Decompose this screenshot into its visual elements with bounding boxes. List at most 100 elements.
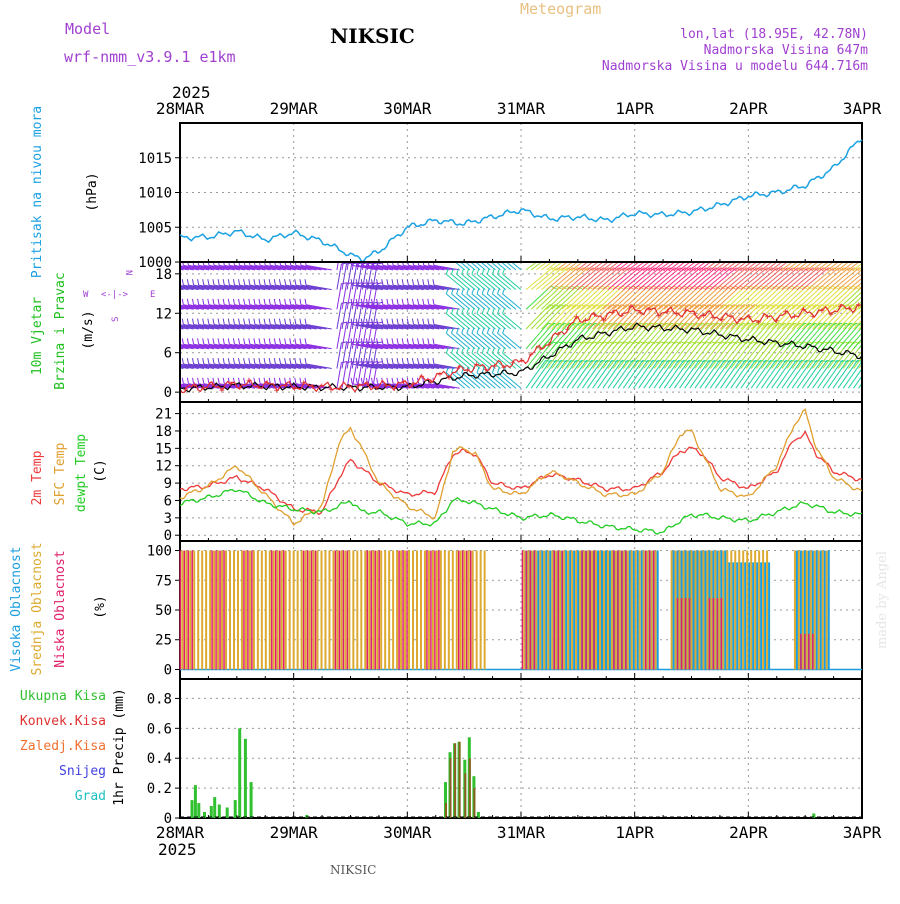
wind-barb — [280, 343, 307, 350]
compass-north: N — [123, 270, 133, 275]
wind-barb — [413, 383, 440, 389]
bottom-date-axis: 28MAR 29MAR 30MAR 31MAR 1APR 2APR 3APR — [156, 823, 882, 842]
wind-barb — [357, 304, 383, 310]
wind-barb — [270, 264, 296, 271]
wind-barb-flag — [232, 338, 235, 345]
wind-barb-flag — [391, 358, 394, 365]
wind-barb — [822, 262, 835, 271]
wind-barb-flag — [381, 318, 384, 325]
wind-barb-flag — [258, 338, 261, 345]
wind-barb-flag — [451, 347, 454, 354]
wind-barb-flag — [476, 327, 480, 334]
wind-barb — [285, 304, 312, 310]
wind-barb-flag — [284, 298, 287, 305]
wind-barb — [801, 360, 823, 389]
wind-barb — [466, 352, 486, 369]
wind-barb-flag — [481, 307, 485, 314]
wind-barb — [418, 343, 445, 350]
wind-barb-flag — [396, 358, 399, 365]
wind-barb-flag — [401, 358, 404, 365]
wind-barb-flag — [212, 279, 215, 286]
wind-barb-flag — [273, 298, 276, 305]
wind-barb-flag — [243, 338, 246, 345]
wind-barb — [571, 267, 599, 290]
wind-barb — [735, 262, 748, 271]
wind-barb — [229, 343, 256, 350]
wind-barb — [341, 263, 347, 290]
wind-barb — [408, 324, 435, 330]
wind-barb — [382, 304, 409, 310]
wind-barb — [265, 284, 291, 291]
wind-speed-line — [180, 322, 862, 393]
wind-barb — [653, 267, 681, 290]
wind-barb — [428, 264, 455, 271]
wind-barb-flag — [197, 377, 200, 384]
y-tick-label: 18 — [155, 267, 172, 283]
wind-barb — [362, 304, 389, 310]
wind-barb — [597, 360, 618, 389]
wind-barb — [254, 324, 281, 330]
wind-barb — [781, 267, 809, 290]
gust-marker: + — [556, 330, 562, 340]
gust-marker: + — [428, 377, 434, 387]
wind-barb-flag — [427, 298, 430, 305]
wind-barb — [413, 343, 440, 350]
gust-marker: + — [546, 340, 552, 350]
wind-barb-flag — [192, 377, 195, 384]
wind-barb — [497, 352, 517, 369]
wind-barb — [571, 304, 597, 330]
wind-barb — [679, 322, 703, 350]
wind-barb — [193, 343, 220, 350]
wind-barb-flag — [238, 298, 241, 305]
temp-label-1: 2m Temp — [30, 450, 45, 505]
wind-barb — [592, 360, 613, 389]
gust-marker: + — [356, 382, 362, 392]
wind-barb — [372, 363, 399, 369]
gust-marker: + — [465, 366, 471, 376]
wind-barb — [668, 360, 690, 389]
wind-barb — [180, 304, 204, 310]
wind-barb — [382, 324, 409, 330]
wind-barb-flag — [197, 279, 200, 286]
wind-barb-flag — [243, 298, 246, 305]
wind-barb — [497, 372, 517, 389]
wind-barb — [357, 284, 383, 291]
wind-barb — [658, 304, 684, 330]
wind-barb — [413, 264, 440, 271]
wind-barb — [290, 264, 317, 271]
wind-barb — [428, 324, 455, 330]
total-precip-bar — [193, 785, 197, 818]
compass-arrows: <-|-> — [101, 290, 129, 300]
wind-barb — [367, 264, 394, 271]
wind-barb — [377, 304, 404, 310]
wind-barb — [525, 304, 551, 330]
credit-text: made by Angel — [875, 551, 890, 649]
wind-barb-flag — [289, 279, 292, 286]
conv-precip-bar — [445, 803, 447, 818]
wind-barb-flag — [427, 338, 430, 345]
wind-barb-flag — [222, 358, 225, 365]
wind-barb — [679, 304, 704, 330]
wind-barb-flag — [476, 366, 480, 373]
wind-barb-flag — [278, 338, 282, 345]
wind-barb — [535, 304, 561, 330]
wind-barb-flag — [406, 358, 409, 365]
wind-barb-flag — [502, 327, 506, 334]
wind-barb-flag — [192, 298, 195, 305]
wind-barb-flag — [360, 318, 363, 325]
wind-barb-flag — [212, 338, 215, 345]
wind-barb — [461, 352, 481, 369]
gust-marker: + — [237, 383, 243, 393]
wind-barb — [239, 324, 266, 330]
wind-barb — [663, 304, 689, 330]
total-precip-bar — [812, 813, 816, 818]
wind-barb — [827, 322, 851, 350]
wind-barb-flag — [857, 359, 862, 362]
wind-barb-flag — [186, 377, 189, 384]
gust-marker: + — [610, 308, 616, 318]
wind-barb — [725, 285, 751, 310]
wind-barb-flag — [360, 377, 363, 384]
wind-barb-flag — [192, 318, 195, 325]
wind-barb — [658, 267, 686, 290]
wind-barb — [551, 267, 579, 290]
